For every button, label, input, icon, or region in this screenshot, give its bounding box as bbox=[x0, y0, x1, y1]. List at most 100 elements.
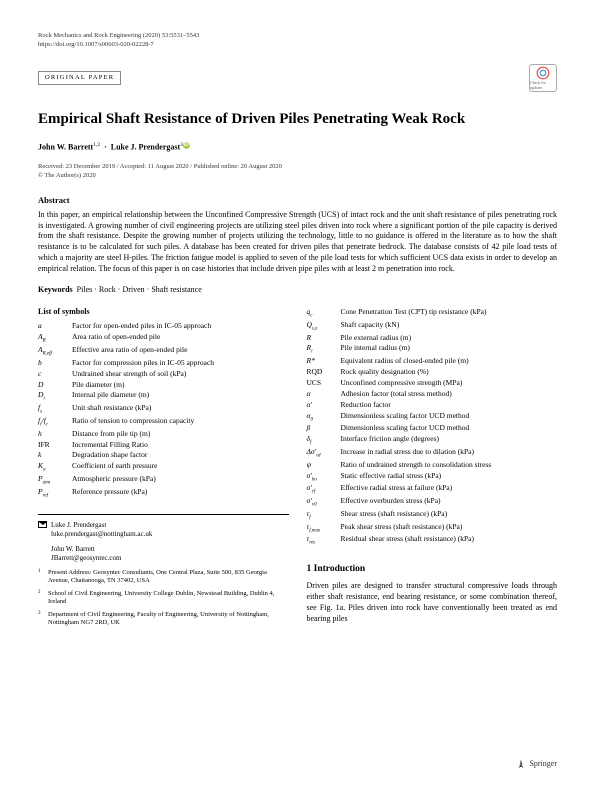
symbol-def: Incremental Filling Ratio bbox=[72, 440, 289, 451]
springer-icon bbox=[516, 759, 526, 769]
crossmark-label: Check for updates bbox=[530, 80, 556, 90]
symbol-def: Unit shaft resistance (kPa) bbox=[72, 403, 289, 416]
symbol: ψ bbox=[307, 460, 341, 471]
symbol-def: Static effective radial stress (kPa) bbox=[341, 471, 558, 484]
symbol: τres bbox=[307, 534, 341, 547]
symbol: Pref bbox=[38, 487, 72, 500]
symbol-def: Adhesion factor (total stress method) bbox=[341, 389, 558, 400]
symbol-row: DiInternal pile diameter (m) bbox=[38, 390, 289, 403]
symbol-row: DPile diameter (m) bbox=[38, 380, 289, 391]
symbol-row: RiPile internal radius (m) bbox=[307, 343, 558, 356]
symbol-def: Cone Penetration Test (CPT) tip resistan… bbox=[341, 307, 558, 320]
corr-author-1: Luke J. Prendergast luke.prendergast@not… bbox=[38, 521, 289, 539]
symbol-def: Undrained shear strength of soil (kPa) bbox=[72, 369, 289, 380]
corr-email-1: luke.prendergast@nottingham.ac.uk bbox=[51, 530, 152, 538]
author-1-affil: 1,2 bbox=[93, 142, 100, 148]
affil-text: Department of Civil Engineering, Faculty… bbox=[48, 611, 289, 628]
keywords: Keywords Piles · Rock · Driven · Shaft r… bbox=[38, 285, 557, 295]
journal-line: Rock Mechanics and Rock Engineering (202… bbox=[38, 32, 557, 40]
symbol-def: Equivalent radius of closed-ended pile (… bbox=[341, 356, 558, 367]
doi-line: https://doi.org/10.1007/s00603-020-02228… bbox=[38, 41, 557, 49]
symbol-row: RPile external radius (m) bbox=[307, 333, 558, 344]
symbol-row: τresResidual shear stress (shaft resista… bbox=[307, 534, 558, 547]
paper-title: Empirical Shaft Resistance of Driven Pil… bbox=[38, 110, 557, 128]
affil-num: 2 bbox=[38, 590, 48, 607]
symbol-def: Increase in radial stress due to dilatio… bbox=[341, 447, 558, 460]
abstract-text: In this paper, an empirical relationship… bbox=[38, 210, 557, 275]
affiliation: 1Present Address: Geosyntec Consultants,… bbox=[38, 569, 289, 586]
symbol-row: βDimensionless scaling factor UCD method bbox=[307, 423, 558, 434]
symbol-row: α0Dimensionless scaling factor UCD metho… bbox=[307, 411, 558, 424]
symbol: Qs,x bbox=[307, 320, 341, 333]
keywords-label: Keywords bbox=[38, 285, 73, 294]
symbol-def: Residual shear stress (shaft resistance)… bbox=[341, 534, 558, 547]
copyright: © The Author(s) 2020 bbox=[38, 172, 557, 180]
symbol-row: σ′rfEffective radial stress at failure (… bbox=[307, 483, 558, 496]
affil-text: Present Address: Geosyntec Consultants, … bbox=[48, 569, 289, 586]
symbol: IFR bbox=[38, 440, 72, 451]
affil-text: School of Civil Engineering, University … bbox=[48, 590, 289, 607]
affiliation: 3Department of Civil Engineering, Facult… bbox=[38, 611, 289, 628]
symbol: σ′v0 bbox=[307, 496, 341, 509]
symbol-row: bFactor for compression piles in IC-05 a… bbox=[38, 358, 289, 369]
header-meta: Rock Mechanics and Rock Engineering (202… bbox=[38, 32, 557, 50]
symbol-row: RQDRock quality designation (%) bbox=[307, 367, 558, 378]
publisher-mark: Springer bbox=[516, 759, 557, 769]
symbol-row: IFRIncremental Filling Ratio bbox=[38, 440, 289, 451]
symbol-def: Reference pressure (kPa) bbox=[72, 487, 289, 500]
symbol-def: Coefficient of earth pressure bbox=[72, 461, 289, 474]
symbol-row: ft/fcRatio of tension to compression cap… bbox=[38, 416, 289, 429]
symbol-row: KoCoefficient of earth pressure bbox=[38, 461, 289, 474]
affiliations: 1Present Address: Geosyntec Consultants,… bbox=[38, 569, 289, 628]
symbol-row: PatmAtmospheric pressure (kPa) bbox=[38, 474, 289, 487]
intro-head: 1 Introduction bbox=[307, 563, 558, 575]
symbol: h bbox=[38, 429, 72, 440]
symbol: σ′rf bbox=[307, 483, 341, 496]
keywords-text: Piles · Rock · Driven · Shaft resistance bbox=[77, 285, 202, 294]
crossmark-icon bbox=[536, 66, 550, 80]
symbol-row: δfInterface friction angle (degrees) bbox=[307, 434, 558, 447]
symbol-def: Pile external radius (m) bbox=[341, 333, 558, 344]
symbol-def: Effective area ratio of open-ended pile bbox=[72, 345, 289, 358]
symbol-def: Distance from pile tip (m) bbox=[72, 429, 289, 440]
symbol-def: Pile diameter (m) bbox=[72, 380, 289, 391]
symbol-row: σ′hoStatic effective radial stress (kPa) bbox=[307, 471, 558, 484]
symbol: k bbox=[38, 450, 72, 461]
symbols-left-list: aFactor for open-ended piles in IC-05 ap… bbox=[38, 321, 289, 499]
symbol: R* bbox=[307, 356, 341, 367]
symbol-def: Degradation shape factor bbox=[72, 450, 289, 461]
symbol-def: Pile internal radius (m) bbox=[341, 343, 558, 356]
abstract-head: Abstract bbox=[38, 195, 557, 206]
authors: John W. Barrett1,2 · Luke J. Prendergast… bbox=[38, 142, 557, 153]
symbol-def: Atmospheric pressure (kPa) bbox=[72, 474, 289, 487]
author-2: Luke J. Prendergast bbox=[111, 143, 180, 152]
corr-email-2: JBarrett@geosyntec.com bbox=[51, 554, 121, 562]
symbol-def: Dimensionless scaling factor UCD method bbox=[341, 423, 558, 434]
corr-author-2: John W. Barrett JBarrett@geosyntec.com bbox=[38, 545, 289, 563]
symbol-def: Factor for open-ended piles in IC-05 app… bbox=[72, 321, 289, 332]
badge-row: ORIGINAL PAPER Check for updates bbox=[38, 64, 557, 92]
two-column-body: List of symbols aFactor for open-ended p… bbox=[38, 307, 557, 628]
symbol-def: Effective overburden stress (kPa) bbox=[341, 496, 558, 509]
symbol-row: AR,effEffective area ratio of open-ended… bbox=[38, 345, 289, 358]
orcid-icon[interactable]: iD bbox=[183, 142, 190, 149]
symbols-right-list: qcCone Penetration Test (CPT) tip resist… bbox=[307, 307, 558, 547]
publisher-name: Springer bbox=[529, 759, 557, 769]
symbol: ft/fc bbox=[38, 416, 72, 429]
symbol-row: τfShear stress (shaft resistance) (kPa) bbox=[307, 509, 558, 522]
symbol: Ko bbox=[38, 461, 72, 474]
symbol-row: cUndrained shear strength of soil (kPa) bbox=[38, 369, 289, 380]
symbol-def: Dimensionless scaling factor UCD method bbox=[341, 411, 558, 424]
symbol-def: Shaft capacity (kN) bbox=[341, 320, 558, 333]
crossmark-badge[interactable]: Check for updates bbox=[529, 64, 557, 92]
symbol-row: R*Equivalent radius of closed-ended pile… bbox=[307, 356, 558, 367]
symbol: τf,max bbox=[307, 522, 341, 535]
symbol-row: σ′v0Effective overburden stress (kPa) bbox=[307, 496, 558, 509]
symbol-row: Δσ′rdIncrease in radial stress due to di… bbox=[307, 447, 558, 460]
symbol-row: fsUnit shaft resistance (kPa) bbox=[38, 403, 289, 416]
symbol-def: Interface friction angle (degrees) bbox=[341, 434, 558, 447]
symbol: R bbox=[307, 333, 341, 344]
symbol: α bbox=[307, 389, 341, 400]
affil-num: 1 bbox=[38, 569, 48, 586]
symbol: σ′ho bbox=[307, 471, 341, 484]
